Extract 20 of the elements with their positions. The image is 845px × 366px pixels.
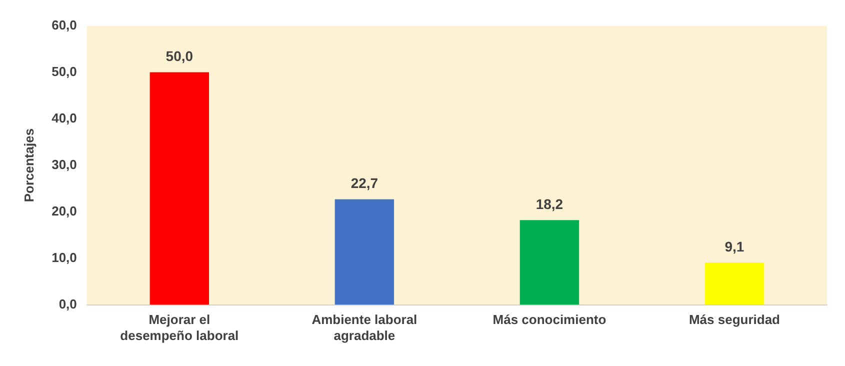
data-label: 50,0 [166, 48, 194, 64]
data-label: 9,1 [724, 238, 744, 254]
y-tick-label: 50,0 [52, 64, 77, 79]
x-tick-label: Más conocimiento [492, 312, 606, 328]
data-label: 18,2 [536, 196, 564, 212]
y-tick-label: 30,0 [52, 156, 77, 172]
y-tick-label: 40,0 [52, 110, 77, 126]
y-tick-label: 0,0 [58, 296, 77, 312]
y-axis-title: Porcentajes [21, 128, 36, 202]
bar [520, 220, 580, 305]
y-tick-label: 10,0 [52, 250, 77, 265]
bar [704, 262, 764, 305]
data-label: 22,7 [350, 175, 378, 192]
x-tick-label: Mejorar el desempeño laboral [120, 312, 239, 343]
y-tick-label: 20,0 [52, 203, 77, 218]
x-tick-label: Ambiente laboral agradable [312, 312, 418, 343]
x-tick-label: Más seguridad [688, 312, 780, 328]
y-tick-label: 60,0 [52, 17, 77, 32]
bar [334, 199, 394, 305]
bar [150, 72, 210, 305]
